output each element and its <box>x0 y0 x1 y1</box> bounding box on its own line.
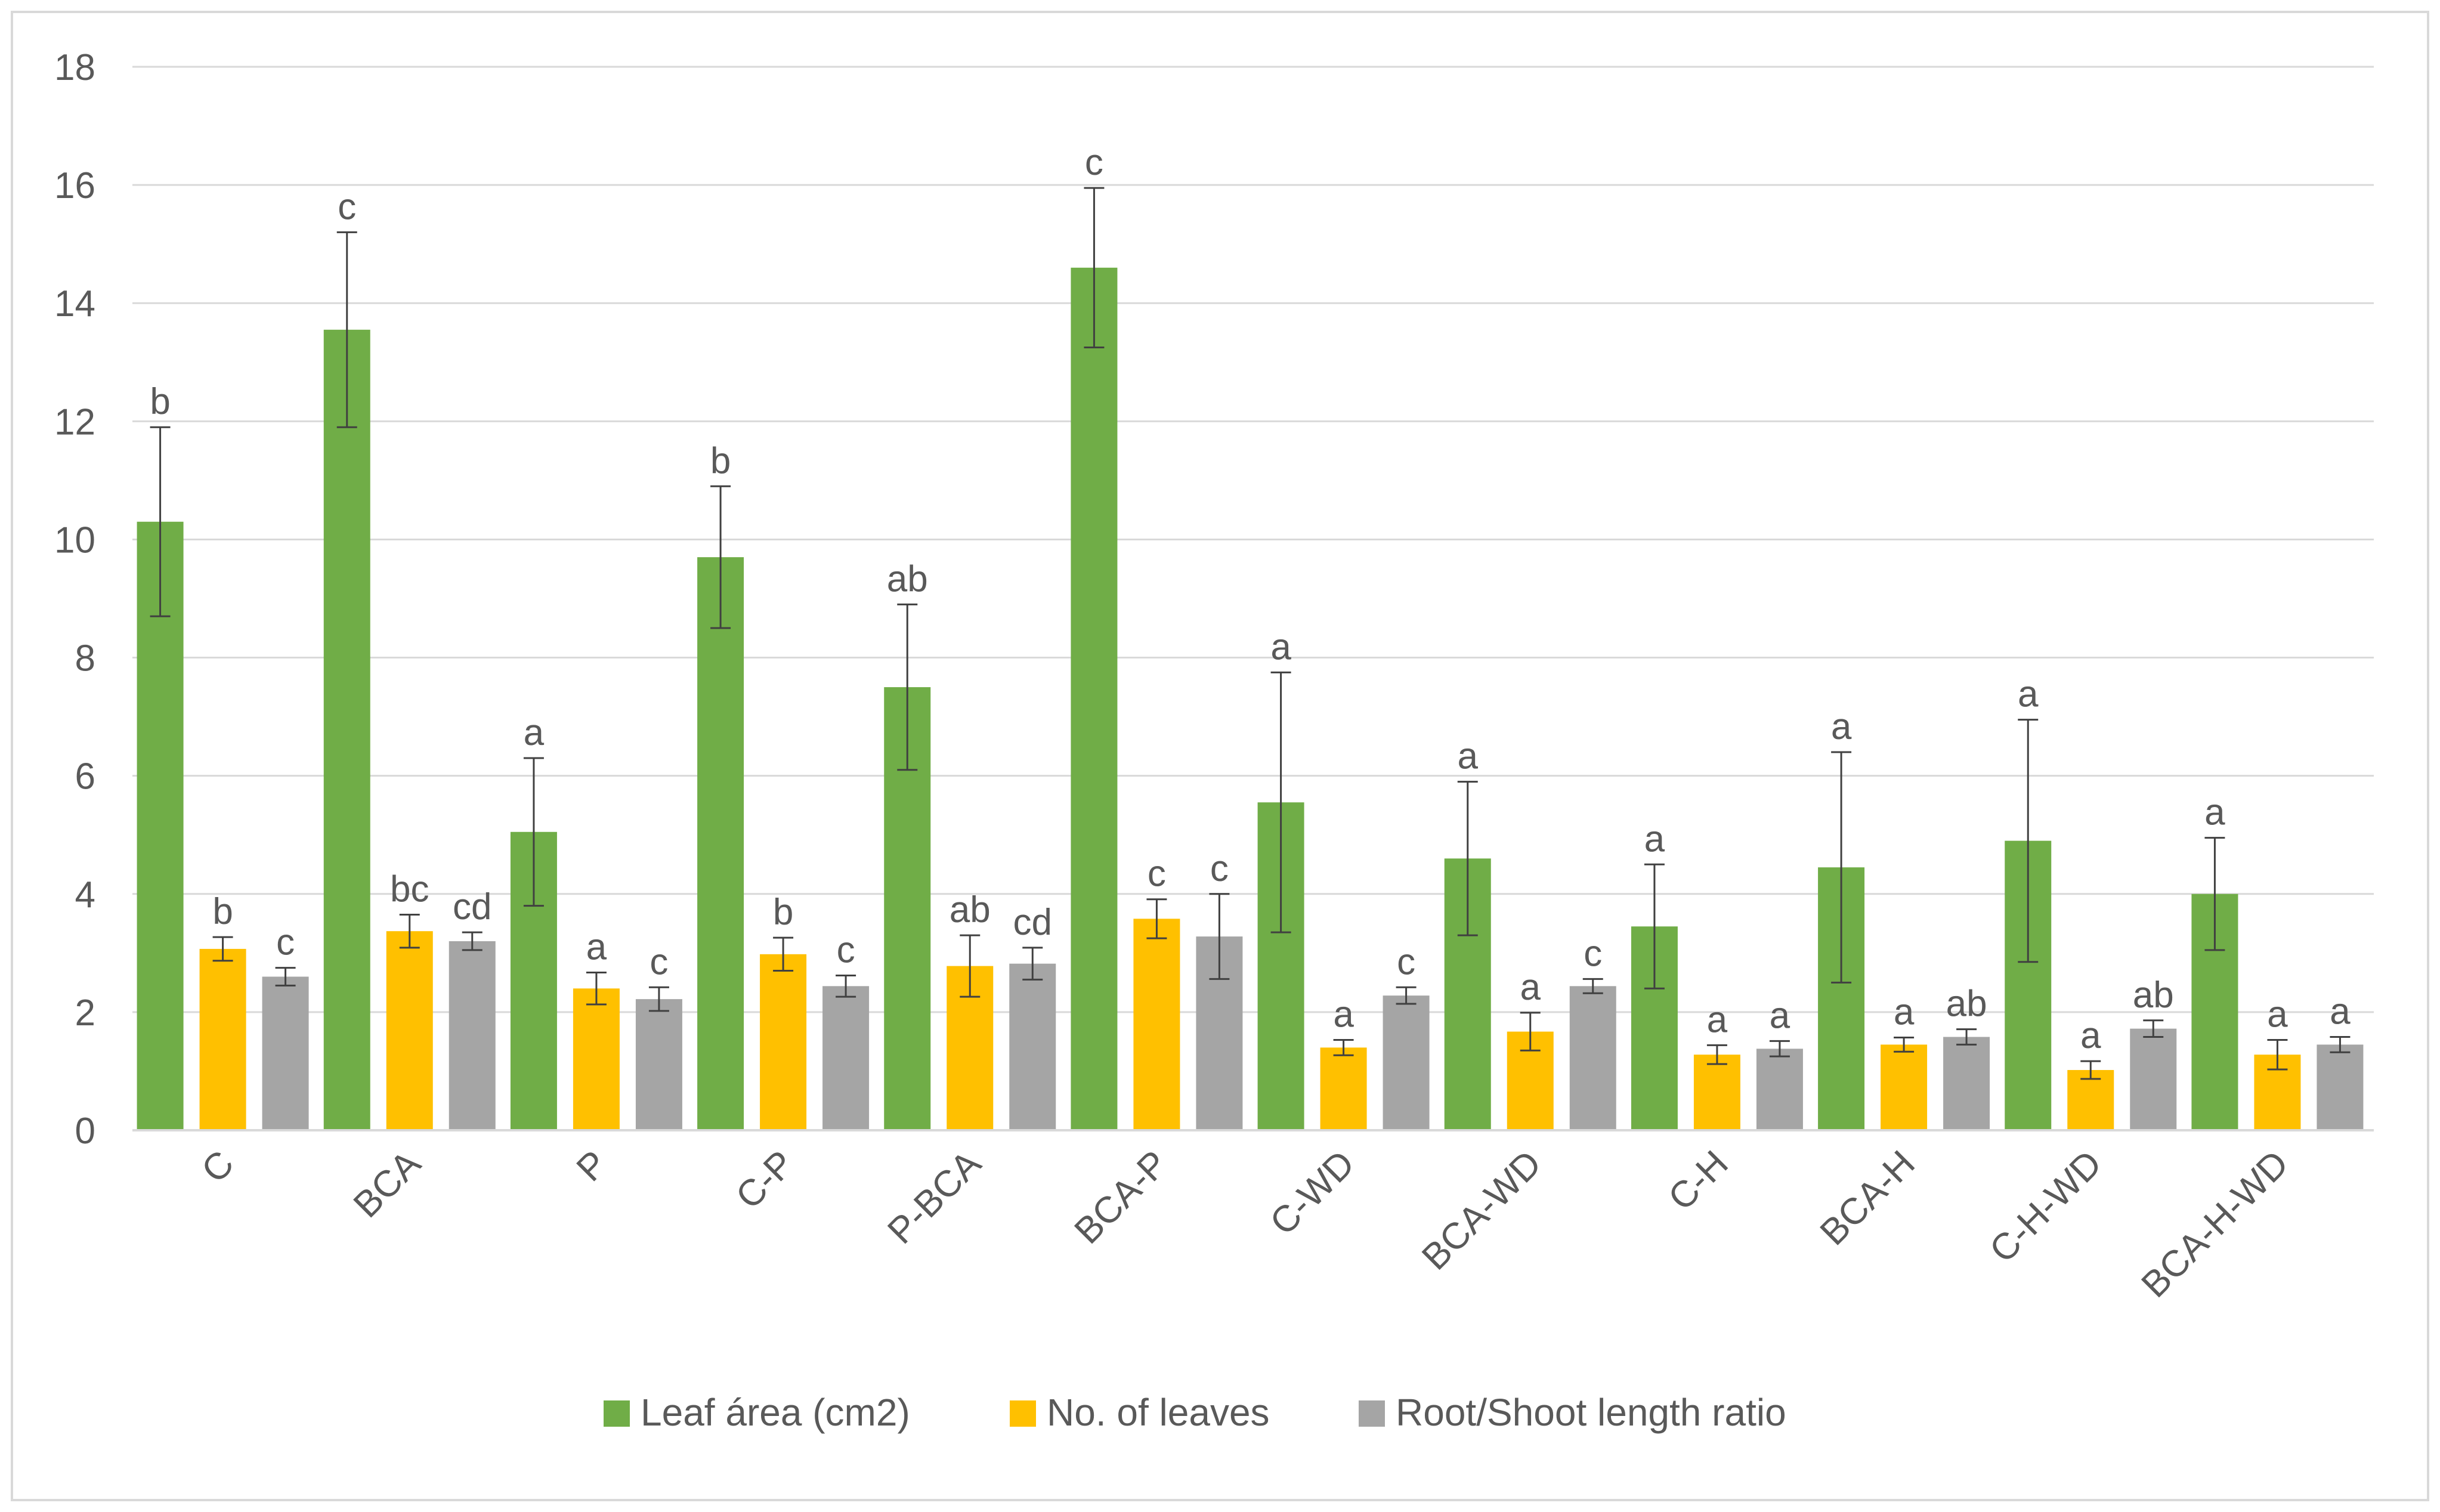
bar <box>573 988 620 1130</box>
y-tick-label: 4 <box>75 874 95 916</box>
y-tick-label: 6 <box>75 756 95 797</box>
x-axis: C BCA P C-P P-BCA BCA-P C-WD BCA-WD C-H BCA-H C-H-… <box>132 1129 2374 1306</box>
significance-label: cd <box>1013 902 1052 943</box>
significance-label: c <box>1397 941 1415 982</box>
y-tick-label: 0 <box>75 1111 95 1152</box>
significance-label: a <box>1333 994 1354 1035</box>
gridlines <box>132 66 2374 1013</box>
bar <box>386 931 433 1130</box>
significance-label: b <box>773 892 793 933</box>
bar <box>2317 1044 2364 1130</box>
legend-label: Leaf área (cm2) <box>641 1391 910 1434</box>
significance-label: c <box>276 922 295 963</box>
significance-label: bc <box>390 868 429 910</box>
bar <box>2067 1069 2114 1130</box>
bar <box>822 986 870 1130</box>
bar <box>1756 1049 1803 1130</box>
significance-label: a <box>524 712 545 753</box>
x-category-label: BCA-H-WD <box>2133 1143 2296 1306</box>
x-category-label: BCA-P <box>1067 1143 1176 1252</box>
legend-label: Root/Shoot length ratio <box>1396 1391 1786 1434</box>
significance-label: a <box>1770 995 1790 1036</box>
x-category-label: C-P <box>728 1143 802 1217</box>
bar <box>635 999 682 1130</box>
significance-label: a <box>1520 967 1541 1008</box>
significance-label: b <box>150 381 170 422</box>
legend: Leaf área (cm2) No. of leaves Root/Shoot l… <box>604 1391 1786 1434</box>
legend-swatch <box>1010 1400 1036 1427</box>
significance-label: a <box>2330 991 2351 1032</box>
significance-label: a <box>586 927 607 968</box>
chart-frame <box>11 11 2429 1501</box>
bar <box>199 948 246 1130</box>
y-tick-label: 14 <box>54 283 95 324</box>
significance-label: a <box>2018 674 2039 715</box>
x-category-label: C-H <box>1660 1143 1736 1219</box>
significance-label: c <box>1584 933 1602 974</box>
bar <box>1569 986 1616 1130</box>
bar <box>1881 1044 1928 1130</box>
bar <box>1071 267 1118 1131</box>
y-tick-label: 2 <box>75 992 95 1034</box>
x-category-label: BCA <box>346 1143 429 1226</box>
significance-label: c <box>1210 848 1229 889</box>
significance-label: ab <box>1946 984 1987 1025</box>
x-category-label: C-H-WD <box>1982 1143 2110 1270</box>
significance-label: ab <box>2133 975 2174 1016</box>
significance-label: c <box>837 929 855 970</box>
bar <box>1943 1037 1990 1130</box>
bar <box>1133 919 1180 1130</box>
x-category-label: P <box>569 1143 616 1189</box>
significance-label: a <box>1894 991 1915 1032</box>
legend-swatch <box>1359 1400 1385 1427</box>
y-tick-label: 10 <box>54 520 95 561</box>
x-category-label: C <box>194 1143 242 1191</box>
y-tick-label: 8 <box>75 638 95 679</box>
x-category-label: P-BCA <box>880 1143 989 1252</box>
significance-label: a <box>1458 736 1479 777</box>
significance-label: cd <box>453 886 491 927</box>
bar <box>262 976 309 1130</box>
significance-label: a <box>1644 818 1665 859</box>
significance-label: c <box>338 186 356 227</box>
bar <box>1009 963 1056 1130</box>
significance-label: a <box>2204 792 2225 833</box>
significance-label: b <box>212 891 233 932</box>
x-category-label: BCA-H <box>1813 1143 1923 1253</box>
bar <box>137 521 184 1130</box>
significance-label: a <box>2080 1015 2101 1056</box>
significance-label: ab <box>950 889 991 930</box>
bar <box>760 954 807 1130</box>
bar <box>1383 995 1430 1130</box>
significance-label: ab <box>887 558 928 599</box>
y-tick-label: 18 <box>54 47 95 88</box>
significance-label: c <box>1085 142 1103 183</box>
y-tick-label: 12 <box>54 401 95 443</box>
significance-label: b <box>710 440 731 481</box>
bar <box>1693 1055 1740 1130</box>
bar <box>2130 1028 2177 1130</box>
x-category-label: BCA-WD <box>1414 1143 1550 1278</box>
significance-label: a <box>1270 626 1291 667</box>
legend-label: No. of leaves <box>1047 1391 1270 1434</box>
bar <box>697 557 744 1130</box>
bar <box>1320 1047 1367 1130</box>
y-axis: 0 2 4 6 8 10 12 14 16 18 <box>54 47 95 1152</box>
x-category-label: C-WD <box>1262 1143 1362 1243</box>
bar <box>449 941 496 1130</box>
bar <box>323 329 370 1130</box>
legend-swatch <box>604 1400 630 1427</box>
significance-label: a <box>1707 999 1728 1040</box>
significance-label: c <box>1148 854 1166 895</box>
significance-label: a <box>2267 994 2288 1035</box>
significance-label: a <box>1831 706 1852 747</box>
significance-label: c <box>650 941 668 982</box>
y-tick-label: 16 <box>54 165 95 206</box>
